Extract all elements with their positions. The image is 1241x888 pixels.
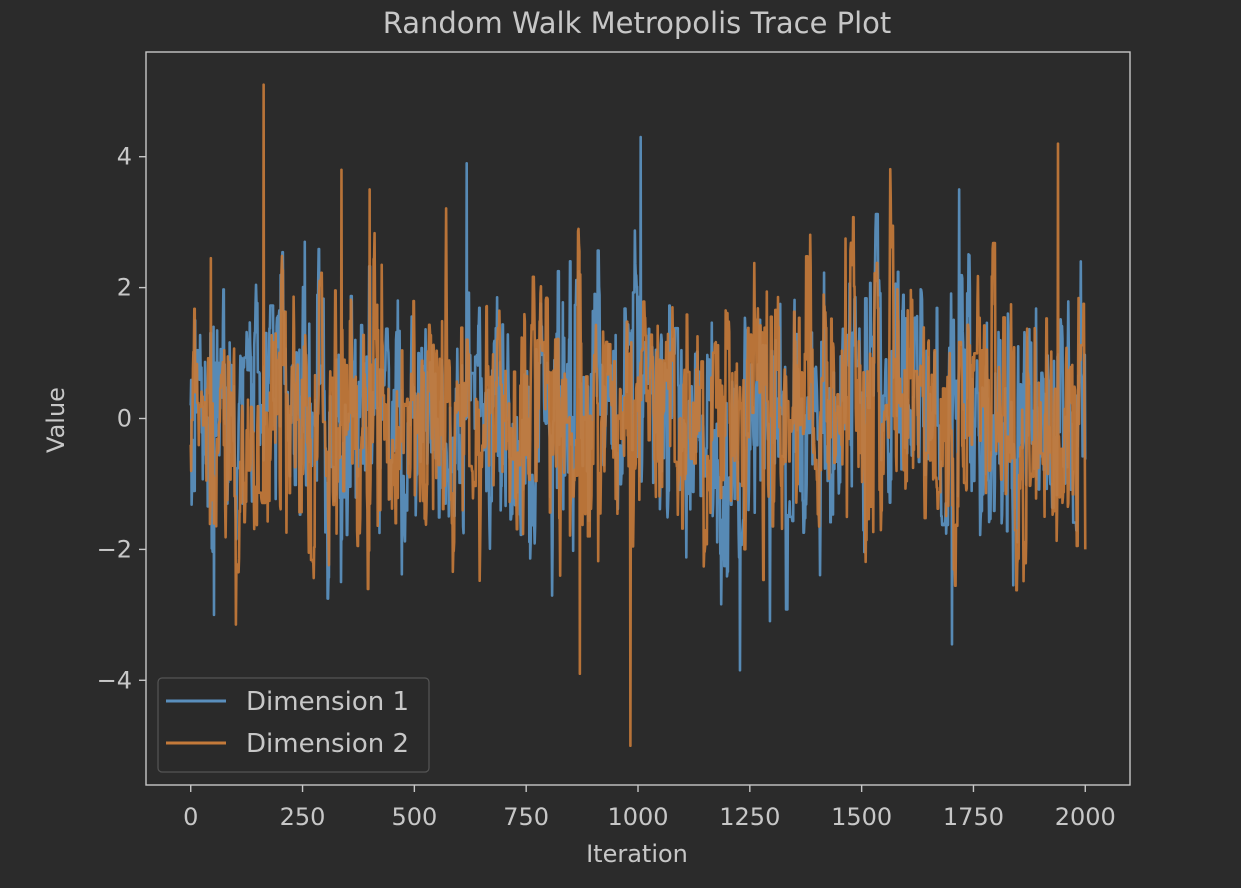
x-tick-label: 1250 [719,803,780,831]
x-tick-label: 1500 [831,803,892,831]
series-group [189,83,1087,748]
series-line-dimension-2 [189,83,1087,748]
y-tick-label: −4 [97,666,132,694]
y-tick-label: −2 [97,535,132,563]
x-tick-label: 1750 [943,803,1004,831]
legend-label-dimension-1: Dimension 1 [246,687,409,717]
y-tick-label: 4 [117,143,132,171]
x-tick-label: 2000 [1055,803,1116,831]
x-tick-label: 0 [183,803,198,831]
chart-title: Random Walk Metropolis Trace Plot [383,6,892,40]
y-axis-label: Value [42,387,70,453]
legend: Dimension 1 Dimension 2 [157,677,430,773]
y-axis-ticks: −4 −2 0 2 4 [97,143,146,694]
x-axis-ticks: 0 250 500 750 1000 1250 1500 1750 2000 [183,785,1116,831]
x-axis-label: Iteration [586,840,688,868]
legend-label-dimension-2: Dimension 2 [246,729,409,759]
y-tick-label: 2 [117,274,132,302]
x-tick-label: 500 [391,803,437,831]
x-tick-label: 1000 [607,803,668,831]
x-tick-label: 750 [503,803,549,831]
x-tick-label: 250 [280,803,326,831]
y-tick-label: 0 [117,405,132,433]
